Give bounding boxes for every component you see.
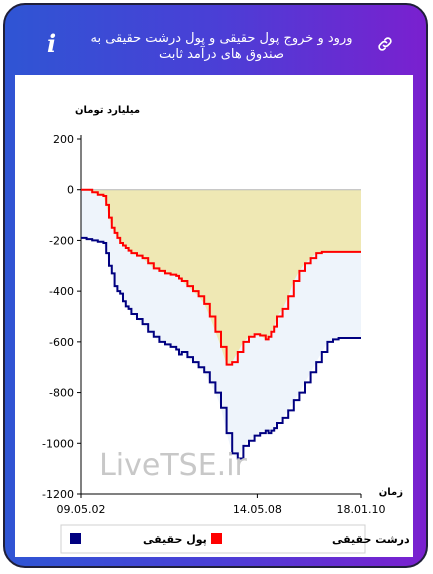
legend-swatch-real (70, 533, 81, 544)
y-tick-label: -200 (49, 234, 74, 247)
legend: پول حقیقی پول درشت حقیقی (60, 524, 426, 554)
legend-swatch-big-real (211, 533, 222, 544)
series-line-big-real-money (81, 188, 361, 366)
chart-svg: میلیارد تومان 200 0 -200 -400 -600 -800 -1000 -… (42, 105, 426, 554)
legend-label-real: پول حقیقی (143, 533, 207, 546)
y-tick-label: -800 (49, 387, 74, 400)
chart-title: ورود و خروج پول حقیقی و پول درشت حقیقی ب… (90, 31, 353, 62)
watermark: LiveTSE.ir (99, 448, 247, 483)
y-tick-label: -600 (49, 336, 74, 349)
x-axis-label: زمان (379, 487, 403, 498)
y-tick-label: 200 (53, 133, 74, 146)
info-icon[interactable]: i (47, 29, 57, 58)
y-tick-label: 0 (67, 184, 74, 197)
link-icon[interactable] (376, 35, 394, 53)
legend-label-big-real: پول درشت حقیقی (332, 533, 413, 546)
chart-panel: میلیارد تومان 200 0 -200 -400 -600 -800 -1000 -… (15, 75, 426, 557)
y-tick-label: -1200 (42, 488, 74, 501)
chart-card: i ورود و خروج پول حقیقی و پول درشت حقیقی… (3, 3, 428, 568)
series-line-real-money (81, 236, 361, 460)
y-axis-label: میلیارد تومان (75, 105, 140, 116)
card-header: i ورود و خروج پول حقیقی و پول درشت حقیقی… (5, 5, 426, 75)
y-tick-label: -400 (49, 285, 74, 298)
x-tick-label: 18.01.10 (337, 503, 386, 516)
x-tick-label: 14.05.08 (233, 503, 282, 516)
x-tick-label: 09.05.02 (57, 503, 106, 516)
y-tick-label: -1000 (42, 437, 74, 450)
big-real-money-area (81, 189, 361, 365)
